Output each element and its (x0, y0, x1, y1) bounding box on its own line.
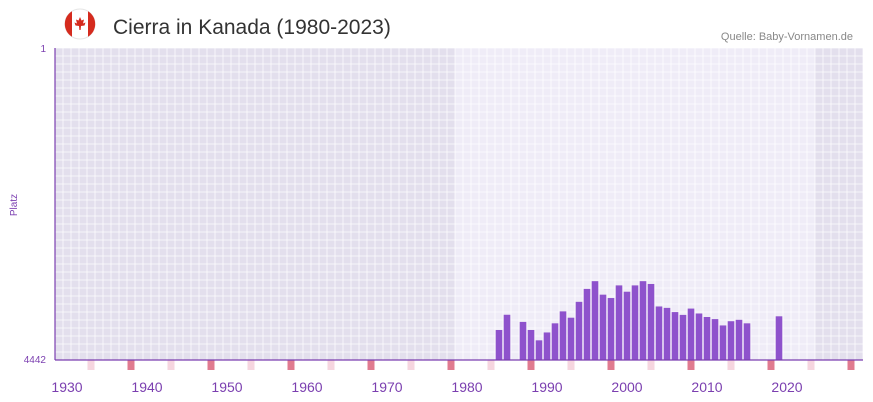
bar-1993 (567, 317, 575, 360)
decade-marker (687, 360, 695, 370)
x-tick-label: 1930 (51, 379, 82, 395)
x-tick-label: 1980 (451, 379, 482, 395)
y-tick-label: 4442 (24, 355, 47, 366)
bar-2001 (631, 285, 639, 360)
bar-1998 (607, 298, 615, 360)
decade-marker (847, 360, 855, 370)
flag-icon (64, 8, 96, 40)
bar-2002 (639, 281, 647, 360)
bar-1996 (591, 281, 599, 360)
bar-2012 (719, 325, 727, 360)
bar-2009 (695, 313, 703, 360)
decade-marker (767, 360, 775, 370)
bar-1988 (527, 330, 535, 360)
decade-marker (527, 360, 535, 370)
minor-marker (727, 360, 735, 370)
chart-title: Cierra in Kanada (1980-2023) (113, 16, 391, 39)
x-tick-label: 1960 (291, 379, 322, 395)
minor-marker (327, 360, 335, 370)
minor-marker (407, 360, 415, 370)
bar-1985 (503, 314, 511, 360)
bar-2011 (711, 319, 719, 360)
bar-2003 (647, 283, 655, 360)
x-tick-label: 1950 (211, 379, 242, 395)
bar-2019 (775, 316, 783, 360)
y-axis-label: Platz (9, 194, 20, 216)
bar-1990 (543, 332, 551, 360)
bar-2006 (671, 312, 679, 360)
decade-marker (447, 360, 455, 370)
minor-marker (247, 360, 255, 370)
x-tick-label: 2010 (691, 379, 722, 395)
bar-1992 (559, 311, 567, 360)
minor-marker (647, 360, 655, 370)
bar-2013 (727, 321, 735, 360)
decade-marker (367, 360, 375, 370)
bar-2004 (655, 306, 663, 360)
x-tick-label: 1970 (371, 379, 402, 395)
plot-grid (54, 47, 864, 361)
minor-marker (567, 360, 575, 370)
x-tick-label: 2000 (611, 379, 642, 395)
y-axis-ticks: 1 4442 (24, 44, 47, 366)
x-axis-ticks: 1930 1940 1950 1960 1970 1980 1990 2000 2010 2020 (51, 379, 802, 395)
bar-1989 (535, 340, 543, 360)
bar-1995 (583, 288, 591, 360)
minor-marker (87, 360, 95, 370)
year-markers (87, 360, 855, 370)
bar-1994 (575, 301, 583, 360)
bar-2010 (703, 317, 711, 360)
minor-marker (807, 360, 815, 370)
decade-marker (127, 360, 135, 370)
bar-2008 (687, 308, 695, 360)
bar-2007 (679, 314, 687, 360)
decade-marker (607, 360, 615, 370)
bar-1984 (495, 330, 503, 360)
bar-1987 (519, 321, 527, 360)
y-tick-label: 1 (40, 44, 46, 55)
minor-marker (487, 360, 495, 370)
bar-2014 (735, 319, 743, 360)
bar-1999 (615, 285, 623, 360)
decade-marker (207, 360, 215, 370)
x-tick-label: 1990 (531, 379, 562, 395)
bar-2000 (623, 291, 631, 360)
minor-marker (167, 360, 175, 370)
source-label: Quelle: Baby-Vornamen.de (721, 31, 853, 43)
x-tick-label: 1940 (131, 379, 162, 395)
bar-series (495, 281, 783, 360)
bar-1997 (599, 294, 607, 360)
x-tick-label: 2020 (771, 379, 802, 395)
bar-2005 (663, 307, 671, 360)
decade-marker (287, 360, 295, 370)
axes (54, 48, 863, 361)
bar-1991 (551, 323, 559, 360)
bar-2015 (743, 323, 751, 360)
